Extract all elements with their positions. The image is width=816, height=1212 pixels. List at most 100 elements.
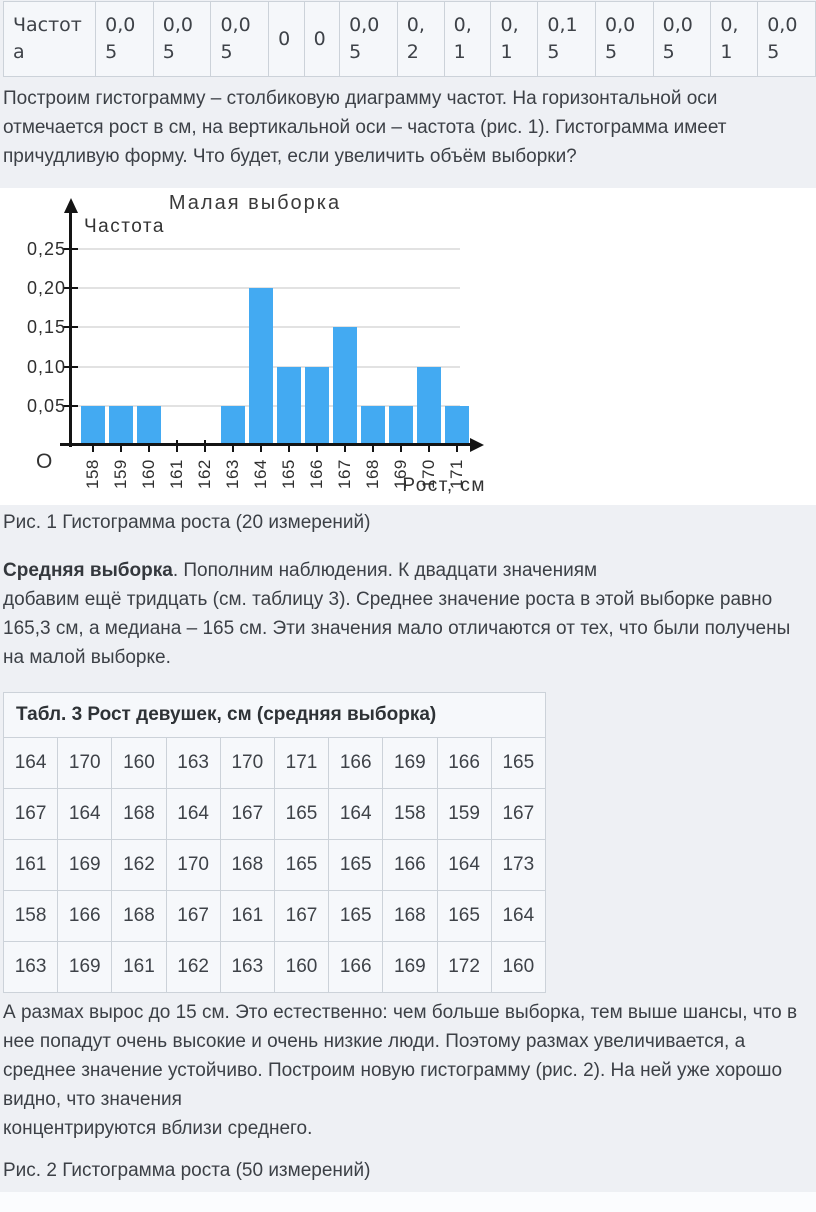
- origin-label: О: [36, 450, 54, 473]
- x-tick-label: 158: [83, 459, 102, 489]
- bar: [137, 405, 161, 445]
- histogram-figure: Малая выборка Частота Рост, см О 0,05 0,1…: [0, 188, 816, 505]
- bar: [361, 405, 385, 445]
- table3-cell: 171: [273, 737, 330, 789]
- table3-cell: 166: [436, 737, 492, 789]
- table3-cell: 173: [490, 839, 547, 891]
- freq-value-cell: 0,05: [95, 1, 154, 77]
- bar: [417, 366, 441, 445]
- table3-cell: 167: [219, 788, 275, 840]
- table3-cell: 165: [328, 890, 384, 942]
- paragraph-middle-bold: Средняя выборка: [3, 560, 173, 581]
- table3-cell: 170: [219, 737, 275, 789]
- x-tick-label: 164: [251, 459, 270, 489]
- table3-cell: 165: [436, 890, 492, 942]
- table3-cell: 165: [328, 839, 384, 891]
- table3-cell: 169: [57, 839, 113, 891]
- y-axis-line: [69, 210, 72, 447]
- gridline: [71, 248, 460, 250]
- table3-cell: 166: [382, 839, 438, 891]
- x-tick-mark: [260, 440, 262, 452]
- paragraph-top: Построим гистограмму – столбиковую диагр…: [3, 88, 727, 167]
- table3-cell: 168: [382, 890, 438, 942]
- paragraph-bottom: А размах вырос до 15 см. Это естественно…: [3, 1002, 798, 1139]
- y-tick-label: 0,05: [26, 395, 66, 416]
- table3-row: 163 169 161 162 163 160 166 169 172 160: [2, 941, 547, 993]
- table3-cell: 167: [2, 788, 59, 840]
- table3-cell: 169: [382, 941, 438, 993]
- freq-table: Частота 0,05 0,05 0,05 0 0 0,05 0,2 0,1 0,1 0,15 0…: [2, 1, 816, 77]
- table3-cell: 164: [2, 737, 59, 789]
- x-tick-label: 171: [447, 459, 466, 489]
- x-axis-line: [60, 443, 472, 446]
- freq-value-cell: 0,05: [757, 1, 816, 77]
- table3-cell: 168: [111, 890, 167, 942]
- table3-cell: 168: [219, 839, 275, 891]
- table3-cell: 161: [2, 839, 59, 891]
- table3-cell: 160: [273, 941, 330, 993]
- table3-cell: 163: [165, 737, 221, 789]
- freq-value-cell: 0,1: [490, 1, 539, 77]
- table3-cell: 167: [165, 890, 221, 942]
- x-tick-mark: [372, 440, 374, 452]
- table3-cell: 166: [328, 941, 384, 993]
- table3-cell: 163: [2, 941, 59, 993]
- table3-cell: 164: [165, 788, 221, 840]
- freq-value-cell: 0,2: [396, 1, 445, 77]
- table3-cell: 166: [328, 737, 384, 789]
- bar: [221, 405, 245, 445]
- table3-cell: 160: [111, 737, 167, 789]
- x-tick-label: 167: [335, 459, 354, 489]
- bar: [249, 288, 273, 445]
- paragraph-middle: Средняя выборка. Пополним наблюдения. К …: [0, 556, 816, 672]
- freq-value-cell: 0,05: [339, 1, 398, 77]
- x-tick-label: 165: [279, 459, 298, 489]
- table3-cell: 172: [436, 941, 492, 993]
- x-tick-mark: [204, 440, 206, 452]
- table3-cell: 168: [111, 788, 167, 840]
- freq-value-cell: 0,1: [710, 1, 759, 77]
- freq-value-cell: 0,05: [210, 1, 270, 77]
- freq-label-cell: Частота: [2, 1, 97, 77]
- freq-value-cell: 0,05: [595, 1, 654, 77]
- table3-cell: 167: [273, 890, 330, 942]
- table3-cell: 169: [382, 737, 438, 789]
- y-axis-title: Частота: [84, 216, 165, 237]
- table3-cell: 170: [165, 839, 221, 891]
- table3-row: 161 169 162 170 168 165 165 166 164 173: [2, 839, 547, 891]
- bar: [445, 405, 469, 445]
- x-tick-mark: [456, 440, 458, 452]
- table3-cell: 165: [490, 737, 547, 789]
- x-tick-mark: [400, 440, 402, 452]
- freq-value-cell: 0: [268, 1, 305, 77]
- freq-value-cell: 0: [303, 1, 341, 77]
- bar: [81, 405, 105, 445]
- y-tick-label: 0,20: [26, 278, 66, 299]
- y-tick-label: 0,15: [26, 317, 66, 338]
- table3-cell: 165: [273, 788, 330, 840]
- x-tick-label: 166: [307, 459, 326, 489]
- x-tick-mark: [232, 440, 234, 452]
- table3-row: 158 166 168 167 161 167 165 168 165 164: [2, 890, 547, 942]
- table3-cell: 164: [328, 788, 384, 840]
- table3-row: 167 164 168 164 167 165 164 158 159 167: [2, 788, 547, 840]
- bar: [389, 405, 413, 445]
- x-tick-label: 159: [111, 459, 130, 489]
- table3-header-row: Табл. 3 Рост девушек, см (средняя выборк…: [3, 692, 546, 738]
- table3-cell: 164: [57, 788, 113, 840]
- x-axis-title: Рост, см: [402, 475, 486, 496]
- x-tick-mark: [176, 440, 178, 452]
- fig2-caption: Рис. 2 Гистограмма роста (50 измерений): [3, 1160, 371, 1181]
- paragraph-middle-text: . Пополним наблюдения. К двадцати значен…: [3, 560, 791, 668]
- x-tick-label: 169: [391, 459, 410, 489]
- freq-value-cell: 0,15: [537, 1, 597, 77]
- x-tick-mark: [428, 440, 430, 452]
- x-tick-label: 168: [363, 459, 382, 489]
- table3-cell: 164: [490, 890, 547, 942]
- table3-row: 164 170 160 163 170 171 166 169 166 165: [2, 737, 547, 789]
- table3-cell: 162: [165, 941, 221, 993]
- bottom-strip: [0, 1192, 816, 1212]
- table3-cell: 158: [2, 890, 59, 942]
- x-tick-mark: [92, 440, 94, 452]
